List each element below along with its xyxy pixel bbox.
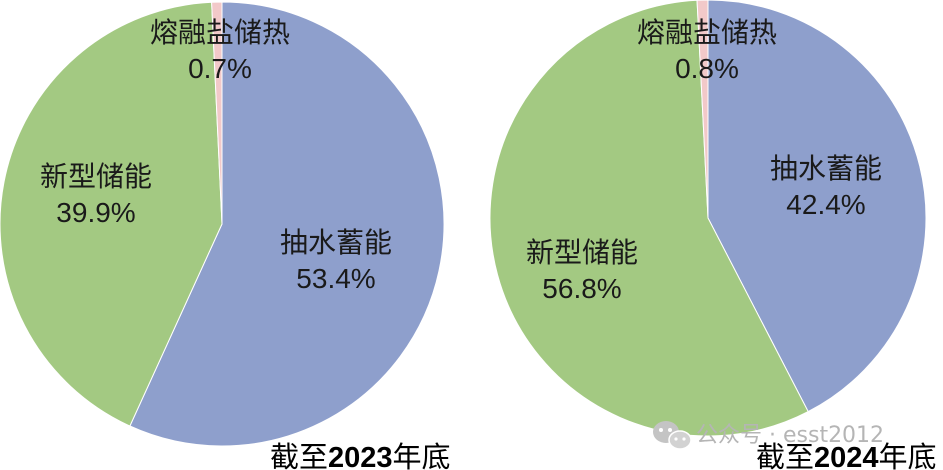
pie-slice-pumped-hydro-2023 (129, 1, 445, 447)
pie-slice-molten-salt-2024 (696, 0, 709, 219)
slice-value-pumped-hydro-2023: 53.4% (296, 263, 375, 294)
slice-label-pumped-hydro-2024: 抽水蓄能 (770, 152, 882, 185)
caption-prefix-2024: 截至 (756, 440, 814, 470)
pie-slice-new-storage-2024 (489, 0, 809, 437)
slice-value-new-storage-2023: 39.9% (56, 197, 135, 228)
slice-value-molten-salt-2024: 0.8% (675, 53, 739, 84)
slice-label-new-storage-2023: 新型储能 (40, 160, 152, 193)
slice-value-molten-salt-2023: 0.7% (188, 53, 252, 84)
slice-label-pumped-hydro-2023: 抽水蓄能 (280, 226, 392, 259)
slice-label-new-storage-2024: 新型储能 (526, 236, 638, 269)
pie-slice-pumped-hydro-2024 (707, 0, 927, 413)
pie-chart-2023 (0, 1, 445, 447)
wechat-icon (653, 421, 692, 450)
watermark: 公众号 · esst2012 (653, 421, 884, 450)
slice-value-new-storage-2024: 56.8% (542, 273, 621, 304)
slice-label-molten-salt-2024: 熔融盐储热 (637, 16, 777, 49)
watermark-text: 公众号 · esst2012 (696, 423, 884, 448)
caption-year-2024: 2024 (814, 442, 879, 470)
slice-label-molten-salt-2023: 熔融盐储热 (150, 16, 290, 49)
caption-suffix-2023: 年底 (393, 440, 451, 470)
pie-slice-molten-salt-2023 (211, 1, 223, 225)
pie-chart-2024 (489, 0, 927, 437)
caption-year-2023: 2023 (328, 442, 393, 470)
pie-slice-new-storage-2023 (0, 1, 223, 427)
slice-value-pumped-hydro-2024: 42.4% (786, 189, 865, 220)
caption-prefix-2023: 截至 (270, 440, 328, 470)
caption-2023: 截至2023年底 (270, 440, 451, 470)
caption-2024: 截至2024年底 (756, 440, 937, 470)
caption-suffix-2024: 年底 (879, 440, 937, 470)
